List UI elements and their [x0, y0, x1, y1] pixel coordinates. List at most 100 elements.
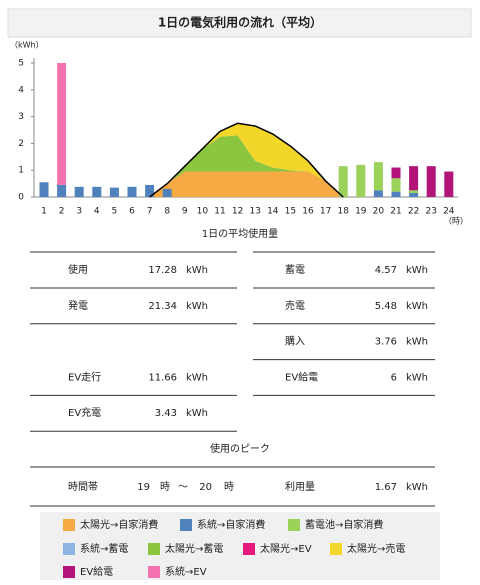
- bar: [426, 166, 436, 197]
- bar: [338, 166, 348, 197]
- x-tick-label: 16: [302, 207, 314, 217]
- usage-unit: kWh: [406, 265, 428, 276]
- legend-swatch: [180, 519, 192, 531]
- x-tick-label: 13: [249, 207, 260, 217]
- usage-label: 売電: [285, 299, 305, 312]
- bar: [57, 184, 67, 197]
- peak-unit: 時: [224, 481, 234, 493]
- bar: [409, 190, 419, 193]
- peak-title: 使用のピーク: [210, 442, 270, 455]
- bar: [409, 166, 419, 191]
- x-tick-label: 17: [320, 207, 331, 217]
- bar: [444, 171, 454, 197]
- usage-label: 蓄電: [285, 264, 305, 276]
- x-tick-label: 9: [182, 207, 188, 217]
- usage-label: EV走行: [68, 370, 101, 383]
- x-tick-label: 20: [373, 207, 385, 217]
- y-tick-label: 5: [18, 59, 24, 69]
- bar: [391, 167, 401, 179]
- x-tick-label: 22: [408, 207, 419, 217]
- legend-label: 太陽光→自家消費: [80, 518, 158, 531]
- peak-start: 19: [137, 482, 150, 493]
- usage-title: 1日の平均使用量: [202, 227, 278, 240]
- peak-end: 20: [199, 482, 212, 493]
- usage-unit: kWh: [186, 372, 208, 383]
- usage-unit: kWh: [186, 301, 208, 312]
- bar: [74, 186, 84, 197]
- usage-value: 11.66: [148, 372, 177, 383]
- legend-label: 系統→蓄電: [80, 542, 128, 555]
- legend-swatch: [148, 566, 160, 578]
- usage-value: 21.34: [148, 301, 177, 312]
- peak-label: 時間帯: [68, 480, 98, 493]
- legend-swatch: [63, 566, 75, 578]
- legend-label: EV給電: [80, 565, 113, 578]
- bar: [373, 190, 383, 197]
- x-tick-label: 12: [232, 207, 243, 217]
- usage-label: 発電: [68, 299, 88, 312]
- area: [149, 123, 344, 197]
- x-tick-label: 23: [425, 207, 436, 217]
- x-tick-label: 1: [41, 207, 47, 217]
- x-tick-label: 21: [390, 207, 401, 217]
- x-tick-label: 8: [164, 207, 170, 217]
- usage-unit: kWh: [406, 372, 428, 383]
- legend-label: 系統→自家消費: [197, 518, 265, 531]
- y-tick-label: 0: [18, 193, 24, 203]
- y-tick-label: 4: [18, 85, 24, 95]
- peak-separator: 〜: [178, 482, 188, 493]
- legend-box: [40, 512, 440, 580]
- x-tick-label: 6: [129, 207, 135, 217]
- x-tick-label: 2: [59, 207, 65, 217]
- usage-value: 3.76: [375, 337, 397, 348]
- legend-swatch: [243, 543, 255, 555]
- peak-unit: 時: [160, 481, 170, 493]
- x-unit: （時）: [444, 217, 468, 226]
- bar: [409, 192, 419, 197]
- legend-label: 太陽光→EV: [260, 542, 312, 555]
- bar: [373, 162, 383, 191]
- peak-amount: 1.67: [375, 482, 397, 493]
- peak-amount-label: 利用量: [285, 481, 315, 493]
- usage-label: 購入: [285, 335, 305, 348]
- legend-label: 太陽光→売電: [347, 542, 405, 555]
- area: [149, 135, 344, 197]
- usage-value: 6: [391, 372, 397, 383]
- x-tick-label: 14: [267, 207, 279, 217]
- x-tick-label: 18: [337, 207, 349, 217]
- usage-value: 17.28: [148, 265, 177, 276]
- x-tick-label: 7: [147, 207, 153, 217]
- legend-label: 太陽光→蓄電: [165, 542, 223, 555]
- usage-label: EV充電: [68, 406, 101, 419]
- page-title: 1日の電気利用の流れ（平均）: [158, 15, 322, 30]
- legend-swatch: [148, 543, 160, 555]
- line: [149, 122, 344, 198]
- area: [149, 171, 344, 197]
- bar: [391, 178, 401, 192]
- x-tick-label: 3: [76, 207, 82, 217]
- legend-swatch: [288, 519, 300, 531]
- x-tick-label: 19: [355, 207, 367, 217]
- legend-swatch: [63, 543, 75, 555]
- bar: [39, 182, 49, 197]
- peak-amount-unit: kWh: [406, 482, 428, 493]
- bar: [356, 164, 366, 197]
- bar: [92, 186, 102, 197]
- x-tick-label: 5: [112, 207, 118, 217]
- x-tick-label: 10: [197, 207, 209, 217]
- y-tick-label: 1: [18, 166, 24, 176]
- bar: [391, 191, 401, 197]
- title-box: [7, 8, 472, 38]
- legend-swatch: [330, 543, 342, 555]
- usage-unit: kWh: [186, 265, 208, 276]
- bar: [162, 188, 172, 197]
- bar: [109, 187, 119, 197]
- usage-unit: kWh: [406, 337, 428, 348]
- usage-value: 5.48: [375, 301, 397, 312]
- usage-value: 3.43: [155, 408, 177, 419]
- y-tick-label: 2: [18, 139, 24, 149]
- usage-value: 4.57: [375, 265, 397, 276]
- bar: [145, 184, 155, 197]
- usage-label: 使用: [68, 263, 88, 276]
- y-unit: （kWh）: [10, 41, 44, 50]
